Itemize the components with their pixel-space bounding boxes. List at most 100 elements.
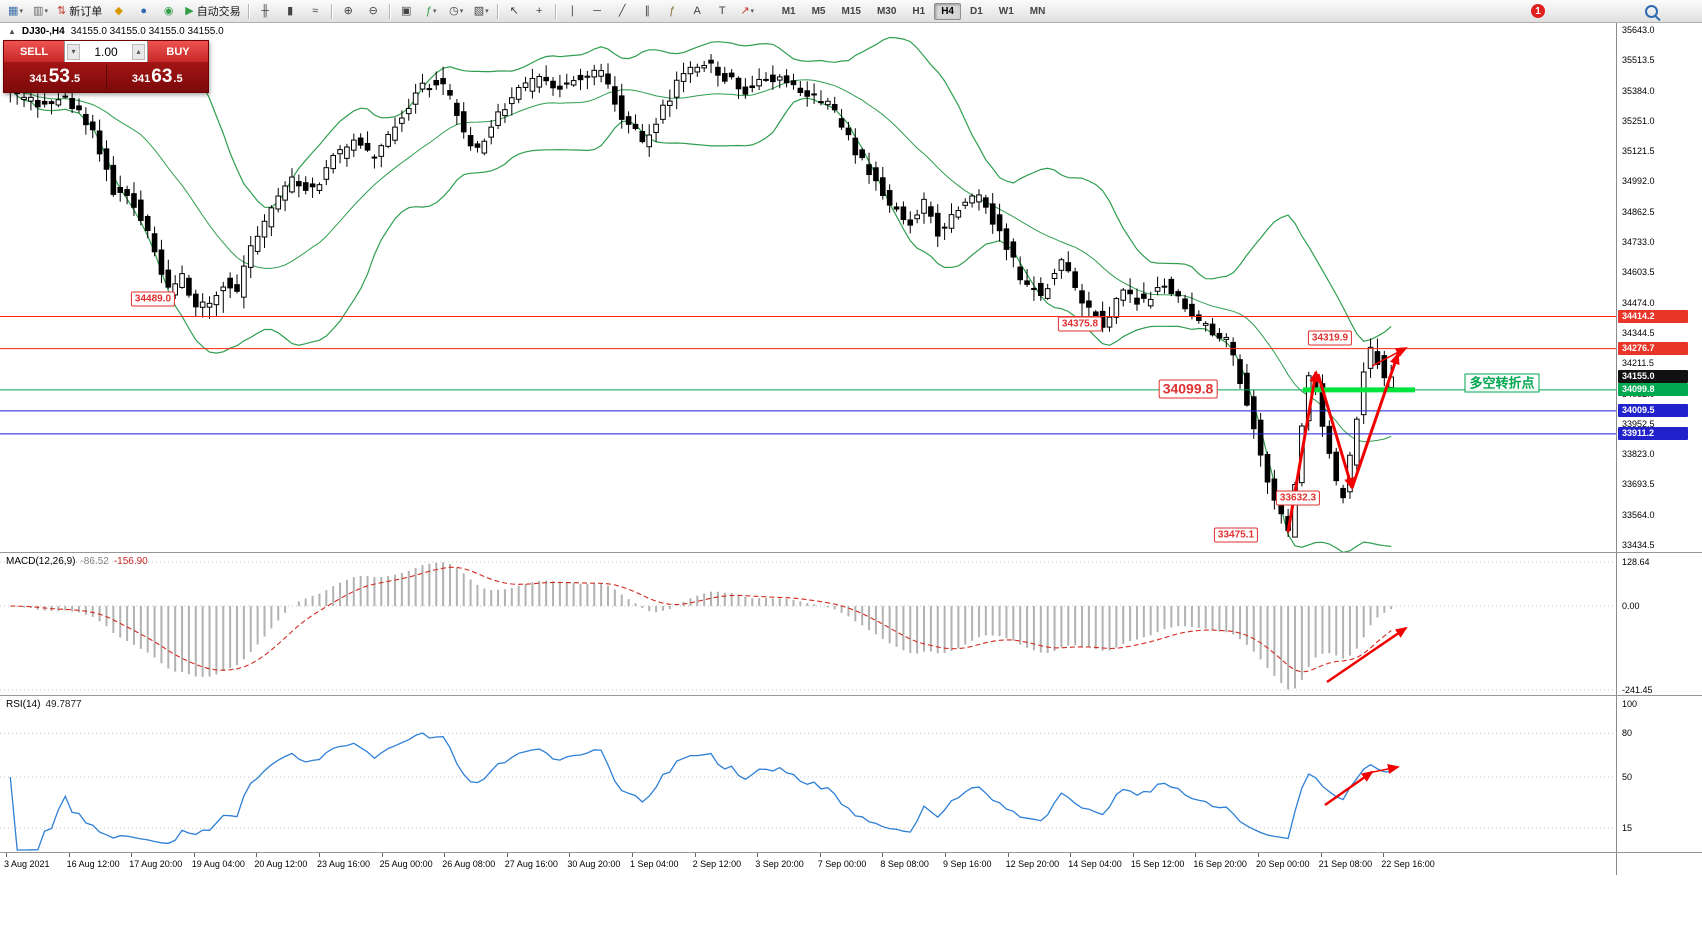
buy-button[interactable]: BUY [148, 41, 208, 62]
timeframe-h4[interactable]: H4 [934, 2, 961, 20]
profiles-button[interactable]: ▥ ▾ [29, 1, 52, 21]
time-axis-label: 19 Aug 04:00 [191, 859, 245, 869]
strategy-tester-icon: ◉ [163, 4, 174, 17]
buy-price[interactable]: 341 63.5 [107, 66, 209, 88]
tile-windows-button[interactable]: ▣ [395, 1, 418, 21]
time-axis[interactable]: 3 Aug 2021 16 Aug 12:00 17 Aug 20:00 19 Aug… [0, 853, 1616, 875]
price-suffix: .5 [70, 73, 81, 85]
volume-input[interactable]: 1.00 [94, 44, 118, 59]
price-marker: 34009.5 [1618, 404, 1688, 418]
horizontal-line-button[interactable]: ─ [586, 1, 609, 21]
rsi-panel[interactable] [0, 697, 1616, 852]
price-label: 33632.3 [1275, 490, 1321, 506]
macd-label: MACD(12,26,9) -86.52 -156.90 [6, 556, 148, 567]
main-candlestick-chart[interactable] [0, 22, 1616, 552]
autotrading-button[interactable]: ▶ 自动交易 [182, 1, 243, 21]
timeframe-m30[interactable]: M30 [876, 5, 897, 17]
bar-chart-button[interactable]: ╫ [254, 1, 277, 21]
vertical-line-icon: ∣ [569, 4, 575, 17]
sell-button[interactable]: SELL [4, 41, 64, 62]
price-marker: 34099.8 [1618, 383, 1688, 397]
time-tick [569, 853, 571, 857]
sell-price[interactable]: 341 53.5 [4, 66, 106, 88]
fibonacci-button[interactable]: ƒ [661, 1, 684, 21]
indicators-icon: ƒ [425, 4, 432, 17]
text-tool-icon: A [693, 4, 701, 17]
price-axis-label: 35121.5 [1622, 146, 1655, 157]
volume-decrease-button[interactable]: ▾ [67, 43, 80, 60]
vertical-line-button[interactable]: ∣ [561, 1, 584, 21]
time-axis-label: 30 Aug 20:00 [567, 859, 621, 869]
fibonacci-icon: ƒ [669, 4, 676, 17]
templates-icon: ▧ [473, 4, 485, 17]
toolbar-separator [496, 3, 499, 19]
volume-box: ▾ 1.00 ▴ [64, 41, 148, 62]
price-marker: 34414.2 [1618, 310, 1688, 324]
panel-splitter[interactable] [0, 552, 1702, 553]
toolbar-right: 1 [1531, 0, 1658, 22]
macd-panel[interactable] [0, 554, 1616, 695]
tile-windows-icon: ▣ [400, 4, 412, 17]
terminal-button[interactable]: ● [132, 1, 155, 21]
periods-icon: ◷ [449, 4, 459, 17]
trade-panel-collapse-icon[interactable]: ▲ [8, 27, 16, 36]
timeframe-m15[interactable]: M15 [841, 5, 861, 17]
time-tick [1258, 853, 1259, 857]
candlestick-chart-button[interactable]: ▮ [279, 1, 302, 21]
rsi-value: 49.7877 [45, 699, 82, 710]
time-axis-label: 25 Aug 00:00 [379, 859, 433, 869]
text-tool-button[interactable]: A [686, 1, 709, 21]
time-tick [1383, 853, 1385, 857]
price-label: 34319.9 [1307, 330, 1353, 346]
timeframe-d1[interactable]: D1 [970, 5, 983, 17]
cursor-tool-button[interactable]: ↖ [503, 1, 526, 21]
new-order-button[interactable]: ⇅ 新订单 [54, 1, 105, 21]
line-chart-button[interactable]: ≈ [304, 1, 327, 21]
autotrading-icon: ▶ [185, 4, 194, 17]
time-tick [632, 853, 633, 857]
templates-button[interactable]: ▧ ▾ [470, 1, 493, 21]
search-icon[interactable] [1645, 4, 1658, 18]
timeframe-m5[interactable]: M5 [811, 5, 826, 17]
terminal-icon: ● [140, 4, 148, 17]
new-chart-button[interactable]: ▦ ▾ [4, 1, 27, 21]
timeframe-m1[interactable]: M1 [781, 5, 796, 17]
time-axis-label: 8 Sep 08:00 [880, 859, 929, 869]
line-chart-icon: ≈ [312, 4, 319, 17]
price-axis[interactable]: 35643.0 35513.5 35384.0 35251.0 35121.5 34992… [1616, 22, 1702, 875]
periods-button[interactable]: ◷ ▾ [445, 1, 468, 21]
price-axis-label: 33823.0 [1622, 449, 1655, 460]
time-tick [945, 853, 946, 857]
metaeditor-icon: ◆ [114, 4, 123, 17]
time-tick [1320, 853, 1322, 857]
zoom-in-button[interactable]: ⊕ [337, 1, 360, 21]
notification-badge[interactable]: 1 [1531, 4, 1545, 18]
panel-splitter[interactable] [0, 852, 1702, 853]
volume-increase-button[interactable]: ▴ [131, 43, 145, 60]
metaeditor-button[interactable]: ◆ [107, 1, 130, 21]
price-axis-label: 34211.5 [1622, 358, 1654, 369]
timeframe-mn[interactable]: MN [1029, 5, 1046, 17]
macd-main-value: -86.52 [80, 556, 109, 567]
toolbar-separator [388, 3, 391, 19]
crosshair-tool-icon: + [535, 4, 543, 17]
price-label: 33475.1 [1213, 527, 1259, 543]
strategy-tester-button[interactable]: ◉ [157, 1, 180, 21]
indicators-button[interactable]: ƒ ▾ [420, 1, 443, 21]
macd-axis-label: -241.45 [1622, 685, 1653, 695]
shapes-button[interactable]: ↗ ▾ [736, 1, 759, 21]
candlestick-chart-icon: ▮ [287, 4, 294, 17]
timeframe-w1[interactable]: W1 [998, 5, 1014, 17]
panel-splitter[interactable] [0, 695, 1702, 696]
zoom-out-button[interactable]: ⊖ [362, 1, 385, 21]
profiles-icon: ▥ [33, 4, 44, 17]
label-tool-button[interactable]: T [711, 1, 734, 21]
time-axis-label: 21 Sep 08:00 [1318, 859, 1373, 869]
crosshair-tool-button[interactable]: + [528, 1, 551, 21]
label-tool-icon: T [718, 4, 726, 17]
channel-icon: ∥ [644, 4, 650, 17]
timeframe-h1[interactable]: H1 [912, 5, 926, 17]
channel-button[interactable]: ∥ [636, 1, 659, 21]
time-tick [131, 853, 133, 857]
trendline-button[interactable]: ╱ [611, 1, 634, 21]
